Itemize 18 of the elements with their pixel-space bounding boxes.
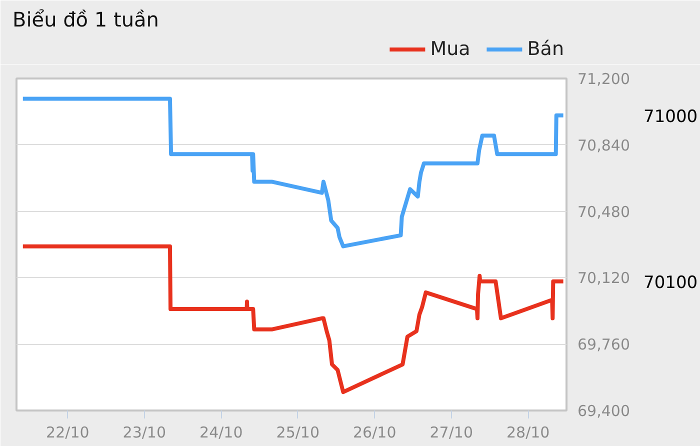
y-tick-label: 69,760	[578, 336, 630, 354]
legend-label: Mua	[430, 38, 470, 60]
text: 71000	[644, 106, 698, 127]
y-tick-label: 70,480	[578, 202, 630, 221]
x-tick-label: 25/10	[276, 424, 320, 442]
x-tick-label: 27/10	[430, 424, 474, 442]
y-tick-label: 69,400	[578, 402, 630, 420]
x-tick-label: 22/10	[46, 424, 90, 442]
legend-label: Bán	[527, 38, 564, 60]
y-tick-label: 71,200	[578, 70, 630, 88]
x-tick-label: 28/10	[506, 424, 550, 442]
y-tick-label: 70,840	[578, 136, 630, 154]
y-tick-label: 70,120	[578, 269, 630, 288]
x-tick-label: 26/10	[353, 424, 396, 442]
chart-title: Biểu đồ 1 tuần	[12, 8, 159, 32]
x-tick-label: 23/10	[122, 424, 166, 442]
text: 70100	[644, 272, 698, 293]
x-tick-label: 24/10	[200, 424, 243, 442]
